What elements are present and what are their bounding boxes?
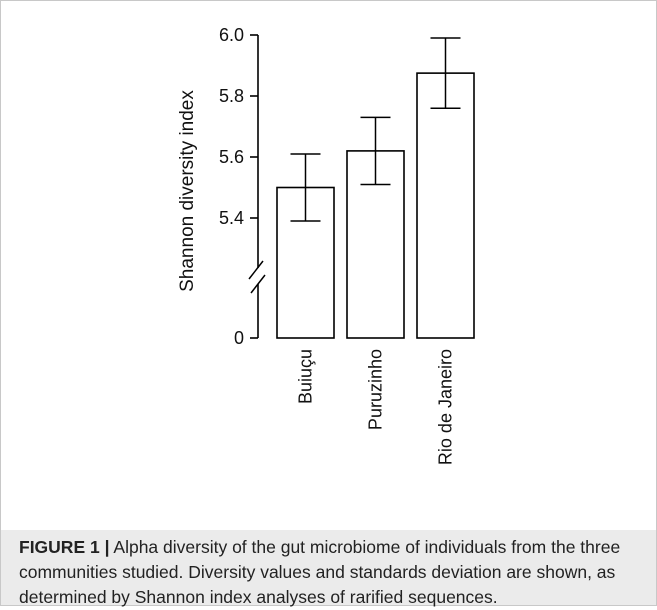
- x-tick-label: Buiuçu: [296, 349, 316, 404]
- bar: [416, 72, 475, 339]
- y-tick-labels: 6.0 5.8 5.6 5.4 0: [219, 25, 258, 348]
- y-tick-label: 0: [234, 328, 244, 348]
- x-tick-label: Puruzinho: [366, 349, 386, 430]
- y-tick-label: 5.8: [219, 86, 244, 106]
- error-bars-group: [290, 37, 461, 222]
- figure-caption: FIGURE 1 | Alpha diversity of the gut mi…: [1, 530, 656, 607]
- y-tick-label: 5.6: [219, 147, 244, 167]
- bars-group: [276, 72, 475, 339]
- x-tick-label: Rio de Janeiro: [436, 349, 456, 465]
- y-axis: [248, 35, 266, 338]
- x-tick-labels: Buiuçu Puruzinho Rio de Janeiro: [296, 349, 456, 465]
- caption-label: FIGURE 1: [19, 537, 100, 557]
- y-axis-label: Shannon diversity index: [177, 90, 198, 292]
- y-tick-label: 5.4: [219, 208, 244, 228]
- axis-break-mark: [248, 260, 264, 280]
- bar-chart: Shannon diversity index 6.0 5.8 5.6 5.4 0 Bu…: [177, 25, 475, 465]
- y-tick-label: 6.0: [219, 25, 244, 45]
- caption-separator: |: [104, 537, 110, 557]
- caption-text: Alpha diversity of the gut microbiome of…: [19, 537, 621, 607]
- axis-break-mark: [250, 274, 266, 294]
